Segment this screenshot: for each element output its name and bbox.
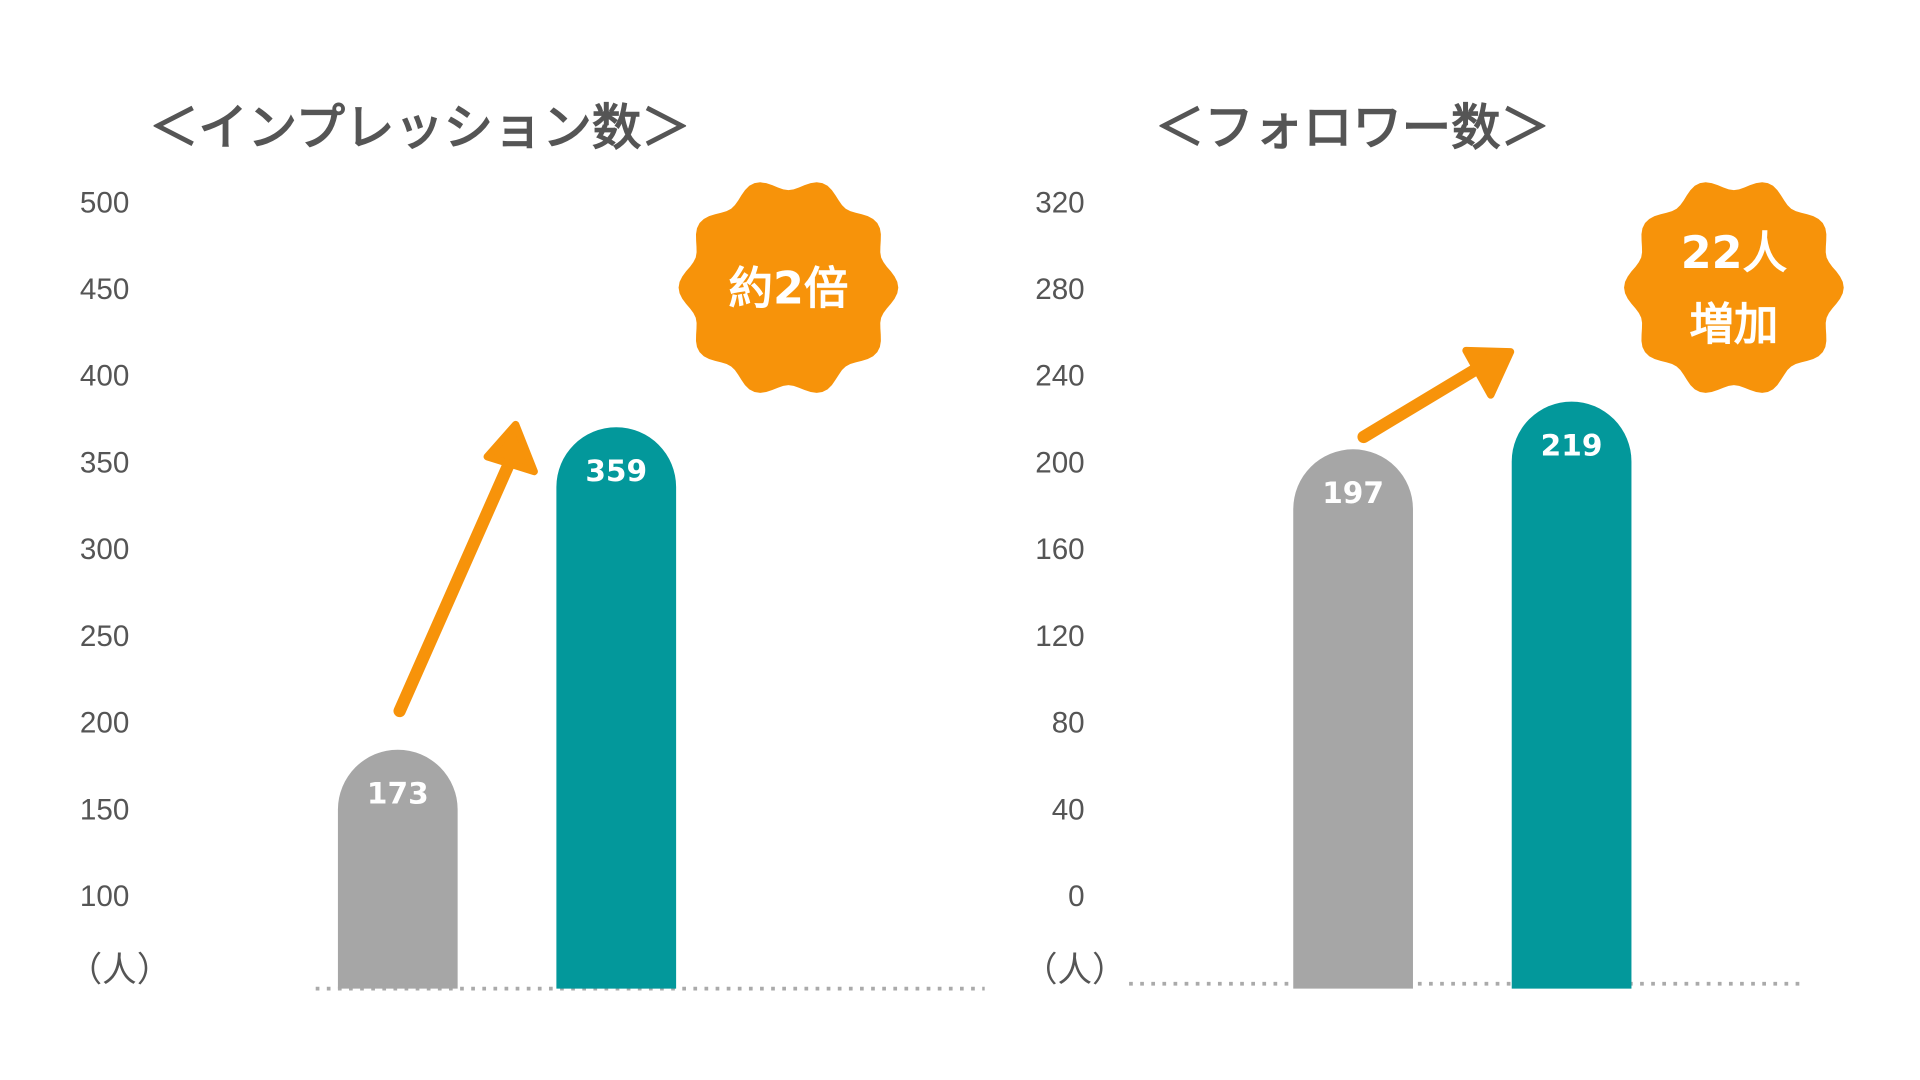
y-tick-label: 120 bbox=[1035, 620, 1084, 653]
y-tick-label: 450 bbox=[80, 273, 129, 306]
y-tick-label: 500 bbox=[80, 186, 129, 219]
impressions-chart: ＜インプレッション数＞ 500450400350300250200150100 … bbox=[68, 98, 985, 991]
y-tick-label: 280 bbox=[1035, 273, 1084, 306]
bar-value-label: 173 bbox=[367, 776, 429, 810]
y-unit-label: （人） bbox=[1023, 950, 1127, 990]
chart-title: ＜フォロワー数＞ bbox=[1155, 98, 1550, 156]
y-tick-label: 40 bbox=[1052, 793, 1085, 826]
bar-value-label: 197 bbox=[1322, 476, 1384, 510]
y-tick-label: 400 bbox=[80, 360, 129, 393]
growth-arrow bbox=[1357, 346, 1515, 444]
y-tick-label: 350 bbox=[80, 446, 129, 479]
y-tick-label: 150 bbox=[80, 793, 129, 826]
bar-value-label: 359 bbox=[585, 454, 647, 488]
bar-value-label: 219 bbox=[1541, 428, 1603, 462]
y-tick-label: 200 bbox=[1035, 446, 1084, 479]
badge-text: 22人 bbox=[1681, 228, 1788, 279]
y-tick-label: 240 bbox=[1035, 360, 1084, 393]
y-tick-label: 250 bbox=[80, 620, 129, 653]
y-tick-label: 100 bbox=[80, 880, 129, 913]
chart-title: ＜インプレッション数＞ bbox=[149, 98, 690, 156]
y-tick-label: 80 bbox=[1052, 707, 1085, 740]
bar-after bbox=[556, 427, 677, 989]
badge-double: 約2倍 bbox=[678, 182, 899, 393]
badge-text: 増加 bbox=[1689, 299, 1778, 350]
badge-shape bbox=[1624, 182, 1844, 393]
y-unit-label: （人） bbox=[68, 950, 172, 990]
bar-before bbox=[1293, 449, 1413, 989]
badge-shape bbox=[678, 182, 899, 393]
y-tick-label: 300 bbox=[80, 533, 129, 566]
bar-before bbox=[337, 749, 458, 989]
badge-text: 約2倍 bbox=[729, 264, 849, 315]
bar-after bbox=[1511, 401, 1632, 989]
followers-chart: ＜フォロワー数＞ 320 280 240 200 160 120 80 40 0 （人） 197… bbox=[1023, 98, 1844, 990]
y-tick-label: 200 bbox=[80, 707, 129, 740]
growth-arrow bbox=[393, 420, 538, 718]
y-tick-label: 0 bbox=[1068, 880, 1084, 913]
y-tick-label: 160 bbox=[1035, 533, 1084, 566]
y-tick-label: 320 bbox=[1035, 186, 1084, 219]
